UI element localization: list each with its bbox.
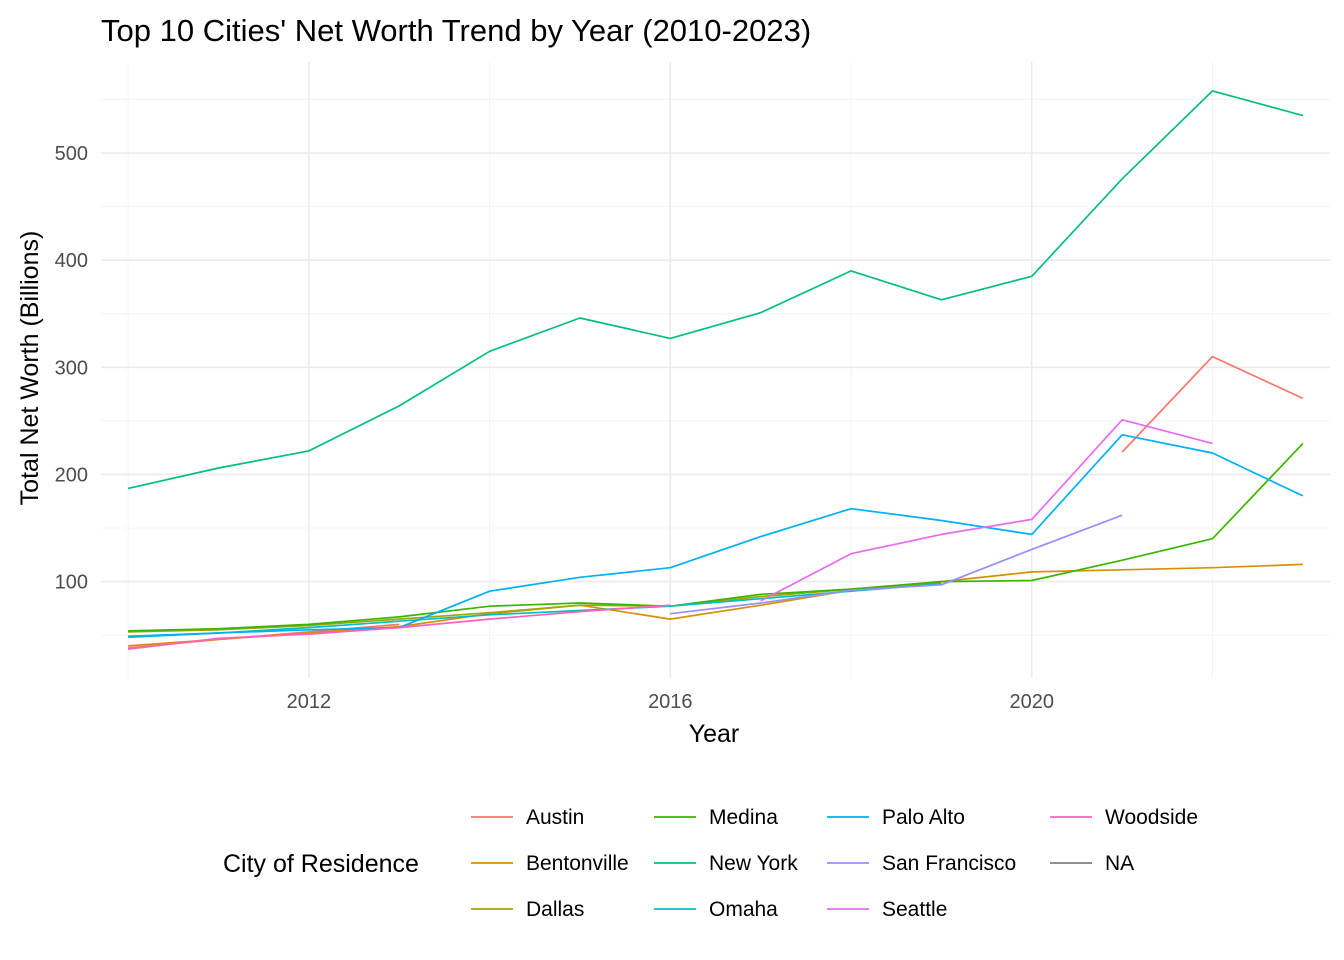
series-line-seattle: [760, 418, 1213, 602]
x-tick-label: 2020: [1010, 691, 1055, 713]
legend-item-medina: Medina: [654, 806, 778, 829]
legend-label-omaha: Omaha: [709, 898, 778, 921]
legend-label-dallas: Dallas: [526, 898, 584, 921]
legend-label-na: NA: [1105, 852, 1134, 875]
y-tick-label: 200: [55, 464, 88, 486]
x-axis-title: Year: [689, 720, 740, 748]
legend-item-new-york: New York: [654, 852, 798, 875]
legend-label-austin: Austin: [526, 806, 584, 829]
series-line-medina: [128, 442, 1304, 632]
legend-label-palo-alto: Palo Alto: [882, 806, 965, 829]
series-line-new-york: [127, 90, 1304, 490]
legend-item-san-francisco: San Francisco: [827, 852, 1016, 875]
legend-item-dallas: Dallas: [471, 898, 584, 921]
x-tick-label: 2012: [287, 691, 332, 713]
grid: [101, 62, 1330, 678]
y-axis-title: Total Net Worth (Billions): [16, 231, 44, 506]
legend-label-seattle: Seattle: [882, 898, 947, 921]
chart-title: Top 10 Cities' Net Worth Trend by Year (…: [101, 13, 811, 48]
legend-item-austin: Austin: [471, 806, 584, 829]
series-line-san-francisco: [670, 514, 1123, 615]
legend-label-san-francisco: San Francisco: [882, 852, 1016, 875]
series-line-dallas: [128, 581, 942, 633]
legend-label-medina: Medina: [709, 806, 778, 829]
x-axis-ticks: 2012 2016 2020: [287, 691, 1054, 713]
legend-title: City of Residence: [223, 850, 419, 878]
y-tick-label: 100: [55, 572, 88, 594]
series-line-austin: [128, 355, 1304, 649]
legend: City of Residence Austin Bentonville Dalla…: [223, 806, 1198, 921]
series-line-omaha: [128, 582, 942, 639]
legend-label-new-york: New York: [709, 852, 798, 875]
legend-item-bentonville: Bentonville: [471, 852, 629, 875]
legend-item-seattle: Seattle: [827, 898, 947, 921]
series-line-palo-alto: [128, 433, 1304, 638]
legend-item-palo-alto: Palo Alto: [827, 806, 965, 829]
legend-item-omaha: Omaha: [654, 898, 778, 921]
legend-item-woodside: Woodside: [1050, 806, 1198, 829]
legend-label-woodside: Woodside: [1105, 806, 1198, 829]
legend-item-na: NA: [1050, 852, 1134, 875]
series-lines: [127, 90, 1304, 650]
y-tick-label: 500: [55, 143, 88, 165]
series-line-woodside: [128, 604, 671, 650]
y-tick-label: 400: [55, 250, 88, 272]
series-line-bentonville: [128, 563, 1303, 647]
legend-label-bentonville: Bentonville: [526, 852, 629, 875]
x-tick-label: 2016: [648, 691, 693, 713]
y-tick-label: 300: [55, 357, 88, 379]
y-axis-ticks: 100 200 300 400 500: [55, 143, 88, 594]
